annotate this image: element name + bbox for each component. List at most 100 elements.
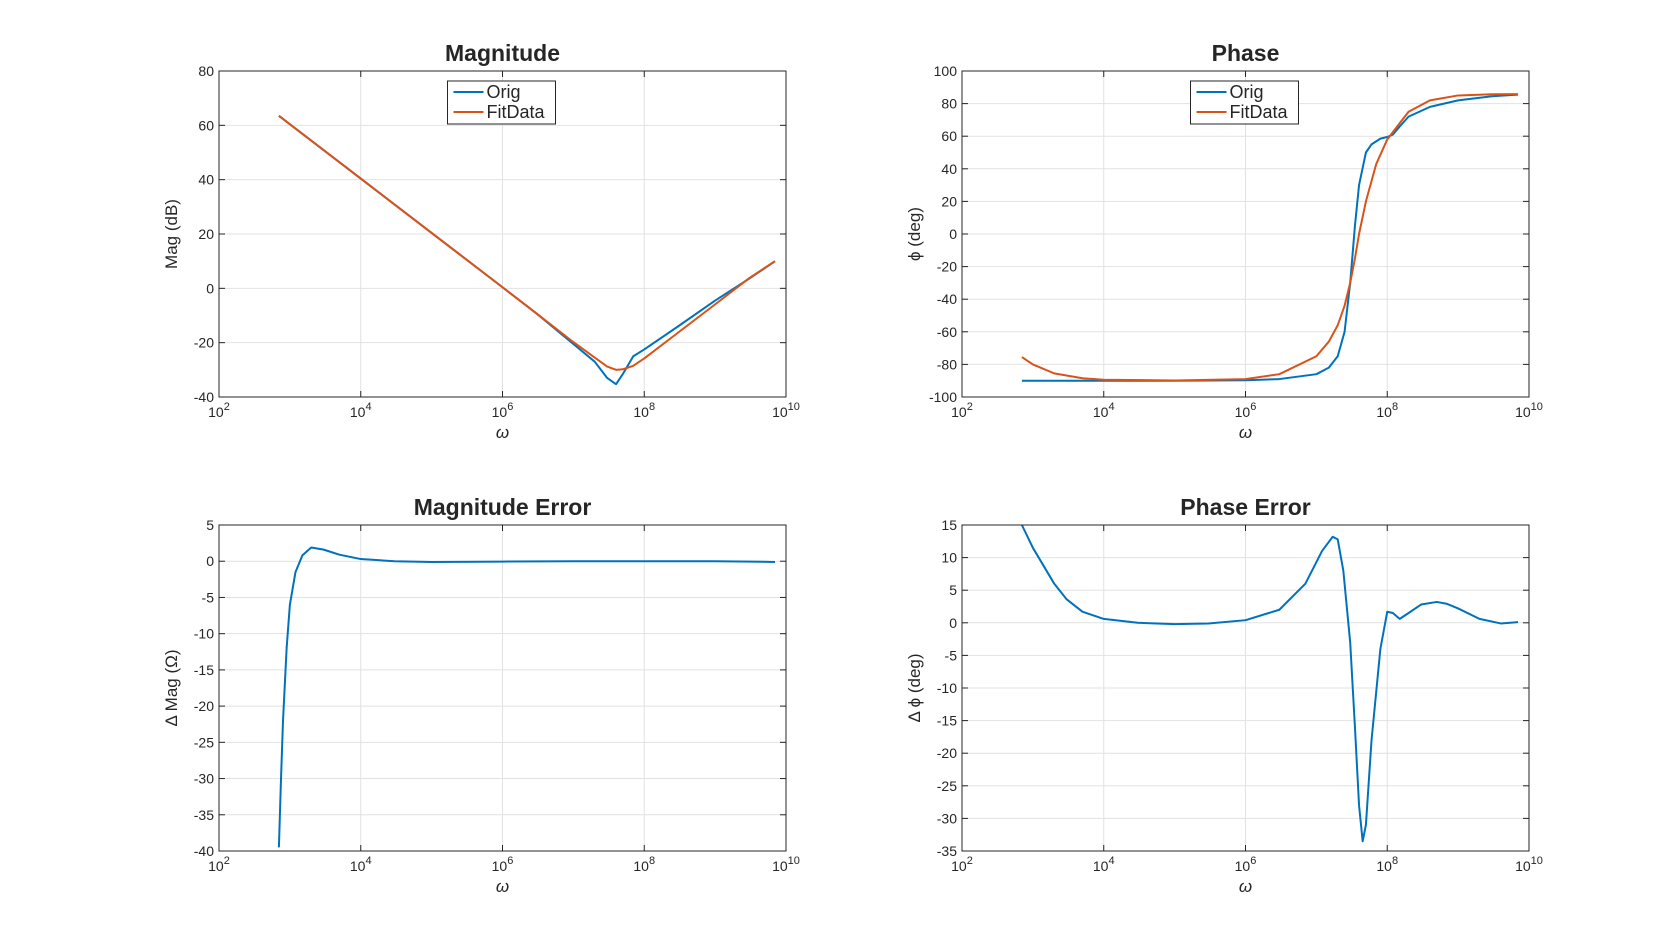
y-tick-label: -40 bbox=[194, 389, 214, 405]
y-tick-label: 80 bbox=[941, 96, 957, 112]
x-tick-exponent: 6 bbox=[1250, 401, 1256, 413]
legend-label-fitdata: FitData bbox=[487, 102, 546, 122]
y-tick-label: 5 bbox=[206, 517, 214, 533]
x-tick-label: 104 bbox=[350, 855, 372, 874]
x-tick-base: 10 bbox=[350, 858, 366, 874]
y-tick-label: -10 bbox=[194, 626, 214, 642]
y-axis-label: Δ Mag (Ω) bbox=[162, 650, 181, 727]
y-tick-label: 40 bbox=[198, 172, 214, 188]
legend-box bbox=[1190, 80, 1299, 125]
x-tick-label: 106 bbox=[1235, 855, 1257, 874]
y-tick-label: -20 bbox=[937, 259, 957, 275]
y-axis-label: ϕ (deg) bbox=[905, 207, 924, 261]
x-tick-label: 108 bbox=[633, 855, 655, 874]
x-tick-label: 1010 bbox=[772, 401, 800, 420]
x-tick-base: 10 bbox=[633, 404, 649, 420]
y-tick-label: -35 bbox=[194, 807, 214, 823]
y-tick-label: 10 bbox=[941, 550, 957, 566]
y-axis-label: Mag (dB) bbox=[162, 199, 181, 269]
magerr-series-line bbox=[277, 546, 776, 848]
y-axis-label: Δ ϕ (deg) bbox=[905, 653, 924, 722]
x-tick-exponent: 10 bbox=[788, 855, 800, 867]
x-tick-exponent: 6 bbox=[507, 401, 513, 413]
phaseerr-axes: 102 104 106 108 1010-35-30-25-20-15-10-50510… bbox=[905, 494, 1543, 896]
y-tick-label: -30 bbox=[937, 810, 957, 826]
legend-label-orig: Orig bbox=[487, 82, 521, 102]
x-tick-base: 10 bbox=[1093, 404, 1109, 420]
legend-label-fitdata: FitData bbox=[1230, 102, 1289, 122]
x-tick-base: 10 bbox=[1515, 858, 1531, 874]
y-tick-label: 20 bbox=[198, 226, 214, 242]
x-tick-exponent: 8 bbox=[649, 401, 655, 413]
phaseerr-series-line bbox=[1020, 524, 1519, 843]
y-tick-label: -40 bbox=[937, 291, 957, 307]
y-tick-label: -15 bbox=[937, 713, 957, 729]
x-axis-label: ω bbox=[1239, 423, 1252, 442]
x-tick-exponent: 2 bbox=[224, 401, 230, 413]
x-tick-base: 10 bbox=[1235, 404, 1251, 420]
x-tick-base: 10 bbox=[772, 404, 788, 420]
y-tick-label: -40 bbox=[194, 843, 214, 859]
y-tick-label: -5 bbox=[945, 647, 958, 663]
y-tick-label: 15 bbox=[941, 517, 957, 533]
x-tick-label: 104 bbox=[350, 401, 372, 420]
x-axis-label: ω bbox=[496, 423, 509, 442]
x-tick-exponent: 4 bbox=[1108, 401, 1114, 413]
mag-series-fitdata bbox=[278, 115, 776, 371]
y-tick-label: -80 bbox=[937, 356, 957, 372]
x-tick-label: 102 bbox=[208, 401, 230, 420]
y-tick-label: 20 bbox=[941, 193, 957, 209]
y-tick-label: -100 bbox=[929, 389, 957, 405]
x-tick-label: 108 bbox=[633, 401, 655, 420]
x-tick-label: 1010 bbox=[1515, 855, 1543, 874]
x-tick-label: 104 bbox=[1093, 401, 1115, 420]
y-tick-label: 60 bbox=[941, 128, 957, 144]
x-tick-base: 10 bbox=[772, 858, 788, 874]
x-tick-base: 10 bbox=[208, 404, 224, 420]
y-tick-label: 0 bbox=[949, 615, 957, 631]
x-tick-base: 10 bbox=[633, 858, 649, 874]
y-tick-label: -20 bbox=[194, 698, 214, 714]
x-tick-exponent: 4 bbox=[365, 401, 371, 413]
x-tick-exponent: 10 bbox=[1531, 855, 1543, 867]
x-tick-label: 102 bbox=[951, 401, 973, 420]
y-tick-label: -60 bbox=[937, 324, 957, 340]
y-tick-label: 0 bbox=[206, 553, 214, 569]
y-tick-label: -25 bbox=[194, 734, 214, 750]
mag-series-orig bbox=[278, 115, 776, 386]
x-tick-exponent: 4 bbox=[365, 855, 371, 867]
phase-series-orig bbox=[1021, 93, 1519, 382]
x-tick-base: 10 bbox=[492, 404, 508, 420]
x-tick-base: 10 bbox=[951, 404, 967, 420]
x-tick-exponent: 8 bbox=[649, 855, 655, 867]
chart-title: Phase bbox=[1212, 40, 1280, 66]
y-tick-label: -10 bbox=[937, 680, 957, 696]
y-tick-label: -25 bbox=[937, 778, 957, 794]
y-tick-label: 80 bbox=[198, 63, 214, 79]
x-tick-label: 104 bbox=[1093, 855, 1115, 874]
x-tick-label: 102 bbox=[951, 855, 973, 874]
y-tick-label: 5 bbox=[949, 582, 957, 598]
y-tick-label: 60 bbox=[198, 117, 214, 133]
x-tick-exponent: 6 bbox=[1250, 855, 1256, 867]
phase-series-fitdata bbox=[1021, 93, 1519, 382]
y-tick-label: 40 bbox=[941, 161, 957, 177]
x-tick-base: 10 bbox=[1376, 404, 1392, 420]
y-tick-label: -20 bbox=[194, 335, 214, 351]
x-tick-label: 106 bbox=[1235, 401, 1257, 420]
y-tick-label: -30 bbox=[194, 771, 214, 787]
y-tick-label: -20 bbox=[937, 745, 957, 761]
x-tick-base: 10 bbox=[1376, 858, 1392, 874]
y-tick-label: -35 bbox=[937, 843, 957, 859]
y-tick-label: 0 bbox=[949, 226, 957, 242]
y-tick-label: -5 bbox=[202, 589, 215, 605]
x-tick-exponent: 2 bbox=[224, 855, 230, 867]
y-tick-label: 0 bbox=[206, 280, 214, 296]
x-tick-label: 1010 bbox=[1515, 401, 1543, 420]
x-tick-label: 106 bbox=[492, 401, 514, 420]
x-tick-base: 10 bbox=[492, 858, 508, 874]
x-tick-label: 108 bbox=[1376, 401, 1398, 420]
